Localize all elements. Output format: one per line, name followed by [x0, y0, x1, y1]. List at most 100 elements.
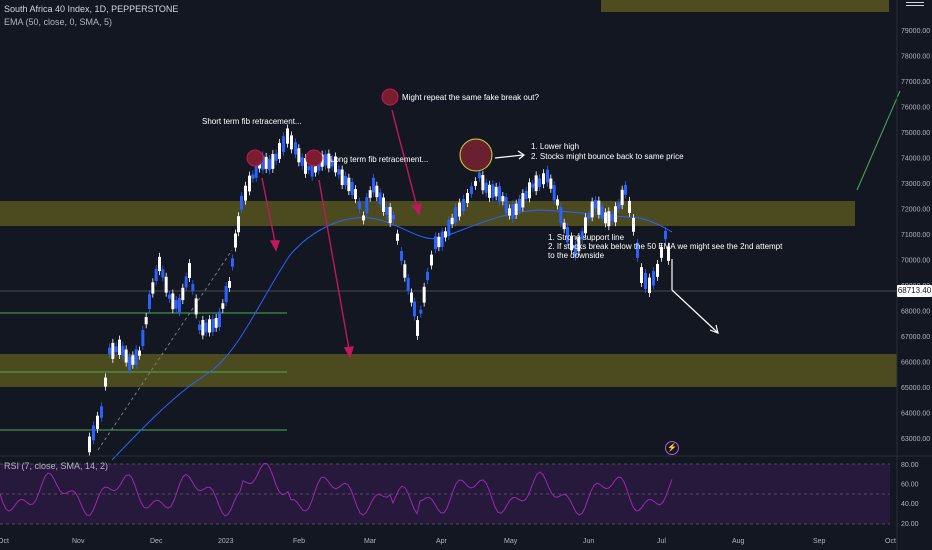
candle-body [419, 309, 423, 314]
time-axis-label: Aug [732, 538, 745, 545]
symbol-legend[interactable]: South Africa 40 Index, 1D, PEPPERSTONE [4, 4, 179, 14]
candle-body [228, 280, 231, 288]
annotation-lower-high-1: 1. Lower high [531, 142, 579, 151]
candle-body [164, 276, 168, 293]
menu-icon[interactable] [902, 0, 928, 10]
candle-body [396, 233, 399, 241]
price-axis[interactable]: 79000.00 78000.00 77000.00 76000.00 75000.00… [901, 28, 930, 443]
candle-body [413, 301, 416, 317]
time-axis-label: Jun [583, 538, 594, 545]
price-axis-label: 71000.00 [901, 232, 930, 239]
time-axis-label: Jul [657, 538, 666, 545]
candle-body [218, 311, 221, 328]
candle-body [350, 181, 354, 196]
time-axis-label: Nov [72, 538, 85, 545]
candle-body [607, 211, 611, 227]
time-axis-label: Dec [150, 538, 163, 545]
top-zone-box [601, 0, 889, 12]
price-axis-label: 65000.00 [901, 385, 930, 392]
candle-body [92, 425, 95, 441]
candle-body [144, 317, 148, 325]
candle-body [282, 136, 285, 153]
candle-body [268, 158, 271, 171]
candle-body [644, 273, 647, 289]
marker-circle-1 [246, 149, 264, 167]
candle-body [610, 214, 614, 222]
annotation-support-3: to the downside [548, 251, 605, 260]
time-axis-label: Oct [0, 538, 9, 545]
candle-body [334, 156, 337, 173]
candle-body [271, 154, 275, 169]
candle-body [400, 251, 403, 261]
candle-body [474, 181, 477, 186]
candle-body [168, 294, 171, 299]
candle-body [632, 217, 635, 232]
candle-body [382, 197, 385, 212]
candle-body [286, 128, 289, 144]
candle-body [224, 286, 228, 303]
candle-body [628, 200, 631, 213]
candle-body [121, 345, 125, 356]
candle-body [304, 158, 307, 174]
candle-body [450, 217, 454, 225]
fib-trend-line [97, 249, 233, 451]
annotation-long-fib: Long term fib retracement... [330, 155, 428, 164]
candle-body [494, 186, 498, 197]
candle-body [511, 204, 515, 219]
candle-body [300, 157, 304, 166]
green-trend-line [856, 90, 901, 191]
red-arrows [261, 109, 422, 359]
candle-body [240, 195, 243, 210]
candle-body [297, 148, 301, 163]
candle-body [194, 298, 198, 315]
candle-body [128, 356, 131, 371]
candle-body [201, 319, 205, 336]
candle-body [158, 256, 161, 272]
time-axis[interactable]: Oct Nov Dec 2023 Feb Mar Apr May Jun Jul Aug Sep Oct [0, 538, 896, 545]
candle-body [518, 198, 521, 211]
candle-body [620, 189, 624, 206]
candle-body [231, 258, 234, 267]
candle-body [498, 186, 501, 202]
candle-body [580, 231, 584, 240]
candle-body [559, 207, 563, 224]
candle-body [614, 206, 617, 223]
candle-body [528, 182, 531, 199]
candle-body [264, 156, 268, 169]
lower-high-circle [459, 138, 493, 172]
candle-body [406, 277, 410, 291]
time-axis-label: Sep [813, 538, 826, 545]
candle-body [134, 349, 138, 365]
rsi-axis[interactable]: 80.00 60.00 40.00 20.00 [901, 462, 919, 528]
candle-body [664, 230, 667, 240]
candle-body [426, 271, 429, 281]
time-axis-label: May [504, 538, 518, 545]
candle-body [375, 185, 379, 198]
candle-body [131, 355, 135, 365]
candle-body [141, 330, 145, 346]
rsi-line [0, 462, 673, 517]
candle-body [636, 242, 639, 258]
candle-body [181, 287, 185, 301]
candle-body [624, 184, 627, 195]
candle-body [378, 192, 382, 205]
marker-circle-3 [381, 88, 399, 106]
lightning-icon[interactable]: ⚡ [665, 441, 679, 455]
candle-body [362, 215, 365, 221]
rsi-legend[interactable]: RSI (7, close, SMA, 14, 2) [4, 461, 109, 471]
rsi-axis-label: 20.00 [901, 521, 919, 528]
candle-body [214, 318, 218, 328]
candle-body [290, 135, 293, 150]
candle-body [188, 263, 191, 278]
ema-legend[interactable]: EMA (50, close, 0, SMA, 5) [4, 17, 113, 27]
candle-body [354, 189, 357, 200]
rsi-axis-label: 80.00 [901, 462, 919, 469]
support-zone [0, 354, 897, 387]
candle-body [462, 198, 465, 212]
candle-body [340, 169, 344, 186]
candle-body [542, 173, 545, 185]
candle-body [514, 203, 518, 215]
candle-body [96, 415, 99, 430]
candle-body [584, 217, 587, 234]
